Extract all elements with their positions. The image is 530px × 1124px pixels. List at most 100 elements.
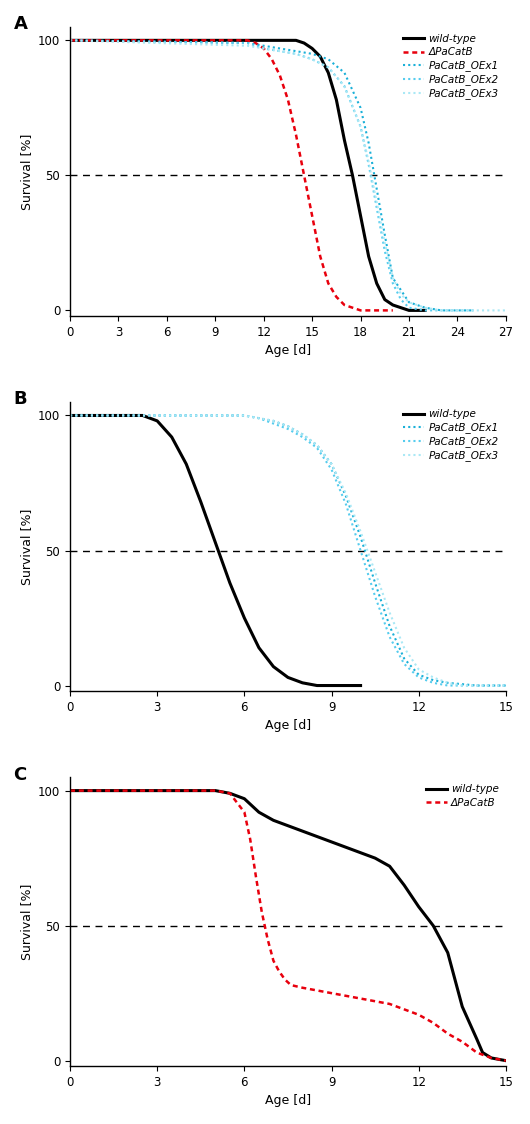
wild-type	[386, 860, 393, 873]
wild-type	[293, 34, 299, 47]
PaCatB_OEx3	[325, 61, 331, 74]
ΔPaCatB	[244, 34, 251, 47]
wild-type	[227, 787, 233, 800]
PaCatB_OEx1	[325, 53, 331, 66]
PaCatB_OEx3	[454, 303, 461, 317]
PaCatB_OEx3	[502, 679, 509, 692]
PaCatB_OEx3	[255, 411, 262, 425]
PaCatB_OEx3	[357, 525, 364, 538]
PaCatB_OEx3	[341, 80, 348, 93]
PaCatB_OEx1	[261, 39, 267, 53]
PaCatB_OEx3	[67, 34, 73, 47]
ΔPaCatB	[67, 783, 73, 797]
wild-type	[299, 824, 306, 837]
wild-type	[285, 671, 291, 685]
wild-type	[349, 169, 356, 182]
PaCatB_OEx2	[67, 409, 73, 423]
wild-type	[357, 209, 364, 223]
PaCatB_OEx1	[343, 490, 349, 504]
PaCatB_OEx2	[309, 53, 315, 66]
Legend: wild-type, ΔPaCatB: wild-type, ΔPaCatB	[423, 782, 501, 809]
wild-type	[301, 36, 307, 49]
ΔPaCatB	[276, 964, 282, 978]
wild-type	[270, 814, 277, 827]
PaCatB_OEx1	[241, 409, 248, 423]
PaCatB_OEx3	[299, 427, 306, 441]
wild-type	[270, 660, 277, 673]
ΔPaCatB	[67, 34, 73, 47]
PaCatB_OEx3	[343, 487, 349, 500]
ΔPaCatB	[341, 298, 348, 311]
Line: wild-type: wild-type	[70, 790, 506, 1061]
wild-type	[366, 250, 372, 263]
ΔPaCatB	[372, 995, 378, 1008]
PaCatB_OEx1	[357, 531, 364, 544]
PaCatB_OEx1	[474, 679, 480, 692]
PaCatB_OEx2	[366, 157, 372, 171]
PaCatB_OEx3	[445, 676, 451, 689]
ΔPaCatB	[301, 169, 307, 182]
PaCatB_OEx2	[502, 679, 509, 692]
PaCatB_OEx3	[401, 641, 408, 654]
PaCatB_OEx1	[341, 66, 348, 80]
PaCatB_OEx1	[372, 577, 378, 590]
PaCatB_OEx2	[244, 36, 251, 49]
PaCatB_OEx3	[459, 679, 465, 692]
wild-type	[416, 900, 422, 914]
PaCatB_OEx1	[382, 228, 388, 242]
ΔPaCatB	[502, 1054, 509, 1068]
ΔPaCatB	[264, 933, 271, 946]
wild-type	[169, 430, 175, 444]
PaCatB_OEx1	[470, 303, 476, 317]
ΔPaCatB	[349, 301, 356, 315]
ΔPaCatB	[386, 997, 393, 1010]
wild-type	[382, 293, 388, 307]
PaCatB_OEx3	[67, 409, 73, 423]
ΔPaCatB	[277, 69, 283, 82]
PaCatB_OEx2	[390, 277, 396, 290]
wild-type	[343, 679, 349, 692]
PaCatB_OEx1	[401, 652, 408, 665]
PaCatB_OEx1	[270, 414, 277, 427]
Line: PaCatB_OEx1: PaCatB_OEx1	[70, 416, 506, 686]
ΔPaCatB	[252, 36, 259, 49]
ΔPaCatB	[293, 128, 299, 142]
wild-type	[406, 303, 412, 317]
ΔPaCatB	[212, 783, 218, 797]
PaCatB_OEx2	[357, 544, 364, 558]
PaCatB_OEx3	[502, 303, 509, 317]
PaCatB_OEx1	[416, 668, 422, 681]
PaCatB_OEx1	[309, 47, 315, 61]
PaCatB_OEx3	[422, 301, 428, 315]
PaCatB_OEx2	[374, 201, 380, 215]
wild-type	[255, 641, 262, 654]
PaCatB_OEx1	[255, 411, 262, 425]
PaCatB_OEx2	[401, 658, 408, 671]
PaCatB_OEx2	[438, 303, 445, 317]
PaCatB_OEx2	[416, 671, 422, 685]
PaCatB_OEx1	[386, 619, 393, 633]
ΔPaCatB	[430, 1016, 436, 1030]
wild-type	[198, 496, 204, 509]
Line: wild-type: wild-type	[70, 40, 425, 310]
PaCatB_OEx3	[329, 457, 335, 471]
wild-type	[139, 409, 146, 423]
wild-type	[333, 93, 340, 107]
Legend: wild-type, PaCatB_OEx1, PaCatB_OEx2, PaCatB_OEx3: wild-type, PaCatB_OEx1, PaCatB_OEx2, PaC…	[401, 407, 501, 463]
Y-axis label: Survival [%]: Survival [%]	[20, 883, 32, 960]
wild-type	[329, 835, 335, 849]
PaCatB_OEx1	[67, 34, 73, 47]
PaCatB_OEx1	[67, 409, 73, 423]
ΔPaCatB	[241, 806, 248, 819]
PaCatB_OEx2	[474, 679, 480, 692]
wild-type	[183, 457, 189, 471]
ΔPaCatB	[227, 787, 233, 800]
ΔPaCatB	[325, 277, 331, 290]
wild-type	[398, 301, 404, 315]
PaCatB_OEx1	[422, 301, 428, 315]
PaCatB_OEx2	[372, 590, 378, 604]
PaCatB_OEx1	[454, 303, 461, 317]
PaCatB_OEx2	[382, 244, 388, 257]
PaCatB_OEx2	[277, 45, 283, 58]
PaCatB_OEx3	[382, 236, 388, 250]
